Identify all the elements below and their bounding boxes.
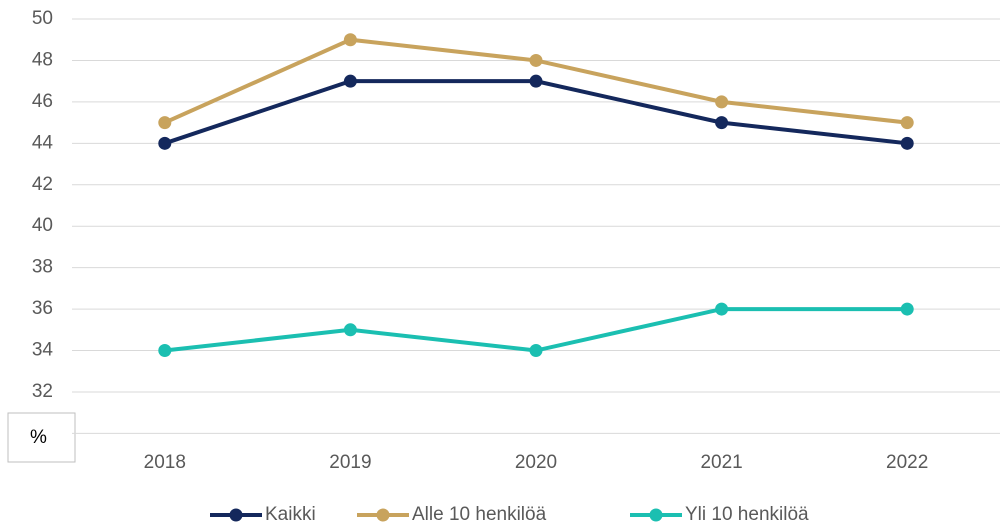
data-point	[900, 136, 914, 150]
data-point	[158, 136, 172, 150]
y-label: %	[30, 427, 47, 448]
y-tick-label: 34	[32, 340, 54, 361]
data-point	[529, 74, 543, 88]
legend-marker	[649, 508, 663, 522]
series-line	[164, 79, 908, 146]
legend-marker	[229, 508, 243, 522]
data-point	[343, 33, 357, 47]
y-tick-label: 40	[32, 215, 53, 236]
x-tick-label: 2020	[515, 452, 557, 473]
data-point	[529, 344, 543, 358]
y-tick-label: 42	[32, 174, 53, 195]
data-point	[529, 53, 543, 67]
legend-marker	[376, 508, 390, 522]
legend-label: Alle 10 henkilöä	[412, 504, 547, 524]
data-point	[158, 116, 172, 130]
data-point	[900, 116, 914, 130]
y-tick-label: 32	[32, 381, 53, 402]
data-point	[343, 74, 357, 88]
data-point	[715, 95, 729, 109]
x-tick-label: 2021	[700, 452, 742, 473]
y-tick-label: 46	[32, 91, 53, 112]
data-point	[715, 302, 729, 316]
y-tick-label: 50	[32, 8, 53, 29]
data-point	[900, 302, 914, 316]
data-point	[715, 116, 729, 130]
y-label-box	[7, 412, 76, 463]
x-tick-label: 2022	[886, 452, 928, 473]
x-tick-label: 2018	[144, 452, 186, 473]
y-tick-label: 48	[32, 49, 53, 70]
x-tick-label: 2019	[329, 452, 371, 473]
y-tick-label: 44	[32, 132, 54, 153]
data-point	[343, 323, 357, 337]
y-tick-label: 36	[32, 298, 53, 319]
y-tick-label: 38	[32, 257, 53, 278]
data-point	[158, 344, 172, 358]
legend-label: Kaikki	[265, 504, 316, 524]
legend-label: Yli 10 henkilöä	[685, 504, 809, 524]
